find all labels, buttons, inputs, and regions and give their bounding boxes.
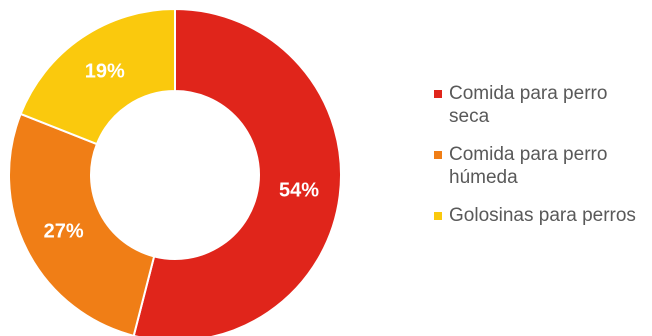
legend-item-comida-para-perro-humeda: Comida para perro húmeda bbox=[434, 143, 649, 189]
legend-label: Golosinas para perros bbox=[449, 205, 636, 226]
data-label-comida-para-perro-humeda: 27% bbox=[44, 221, 84, 243]
legend-item-comida-para-perro-seca: Comida para perro seca bbox=[434, 82, 649, 128]
slice-comida-para-perro-humeda bbox=[8, 112, 156, 336]
data-label-golosinas-para-perros: 19% bbox=[85, 61, 125, 83]
legend-swatch bbox=[434, 90, 442, 98]
legend-item-golosinas-para-perros: Golosinas para perros bbox=[434, 204, 649, 227]
legend-label: Comida para perro seca bbox=[449, 83, 608, 127]
legend: Comida para perro seca Comida para perro … bbox=[434, 82, 649, 242]
slice-golosinas-para-perros bbox=[19, 7, 176, 146]
legend-label: Comida para perro húmeda bbox=[449, 144, 608, 188]
data-label-comida-para-perro-seca: 54% bbox=[279, 180, 319, 202]
slice-comida-para-perro-seca bbox=[132, 7, 342, 336]
donut-chart: 54% 27% 19% bbox=[8, 7, 342, 336]
legend-swatch bbox=[434, 212, 442, 220]
legend-swatch bbox=[434, 151, 442, 159]
